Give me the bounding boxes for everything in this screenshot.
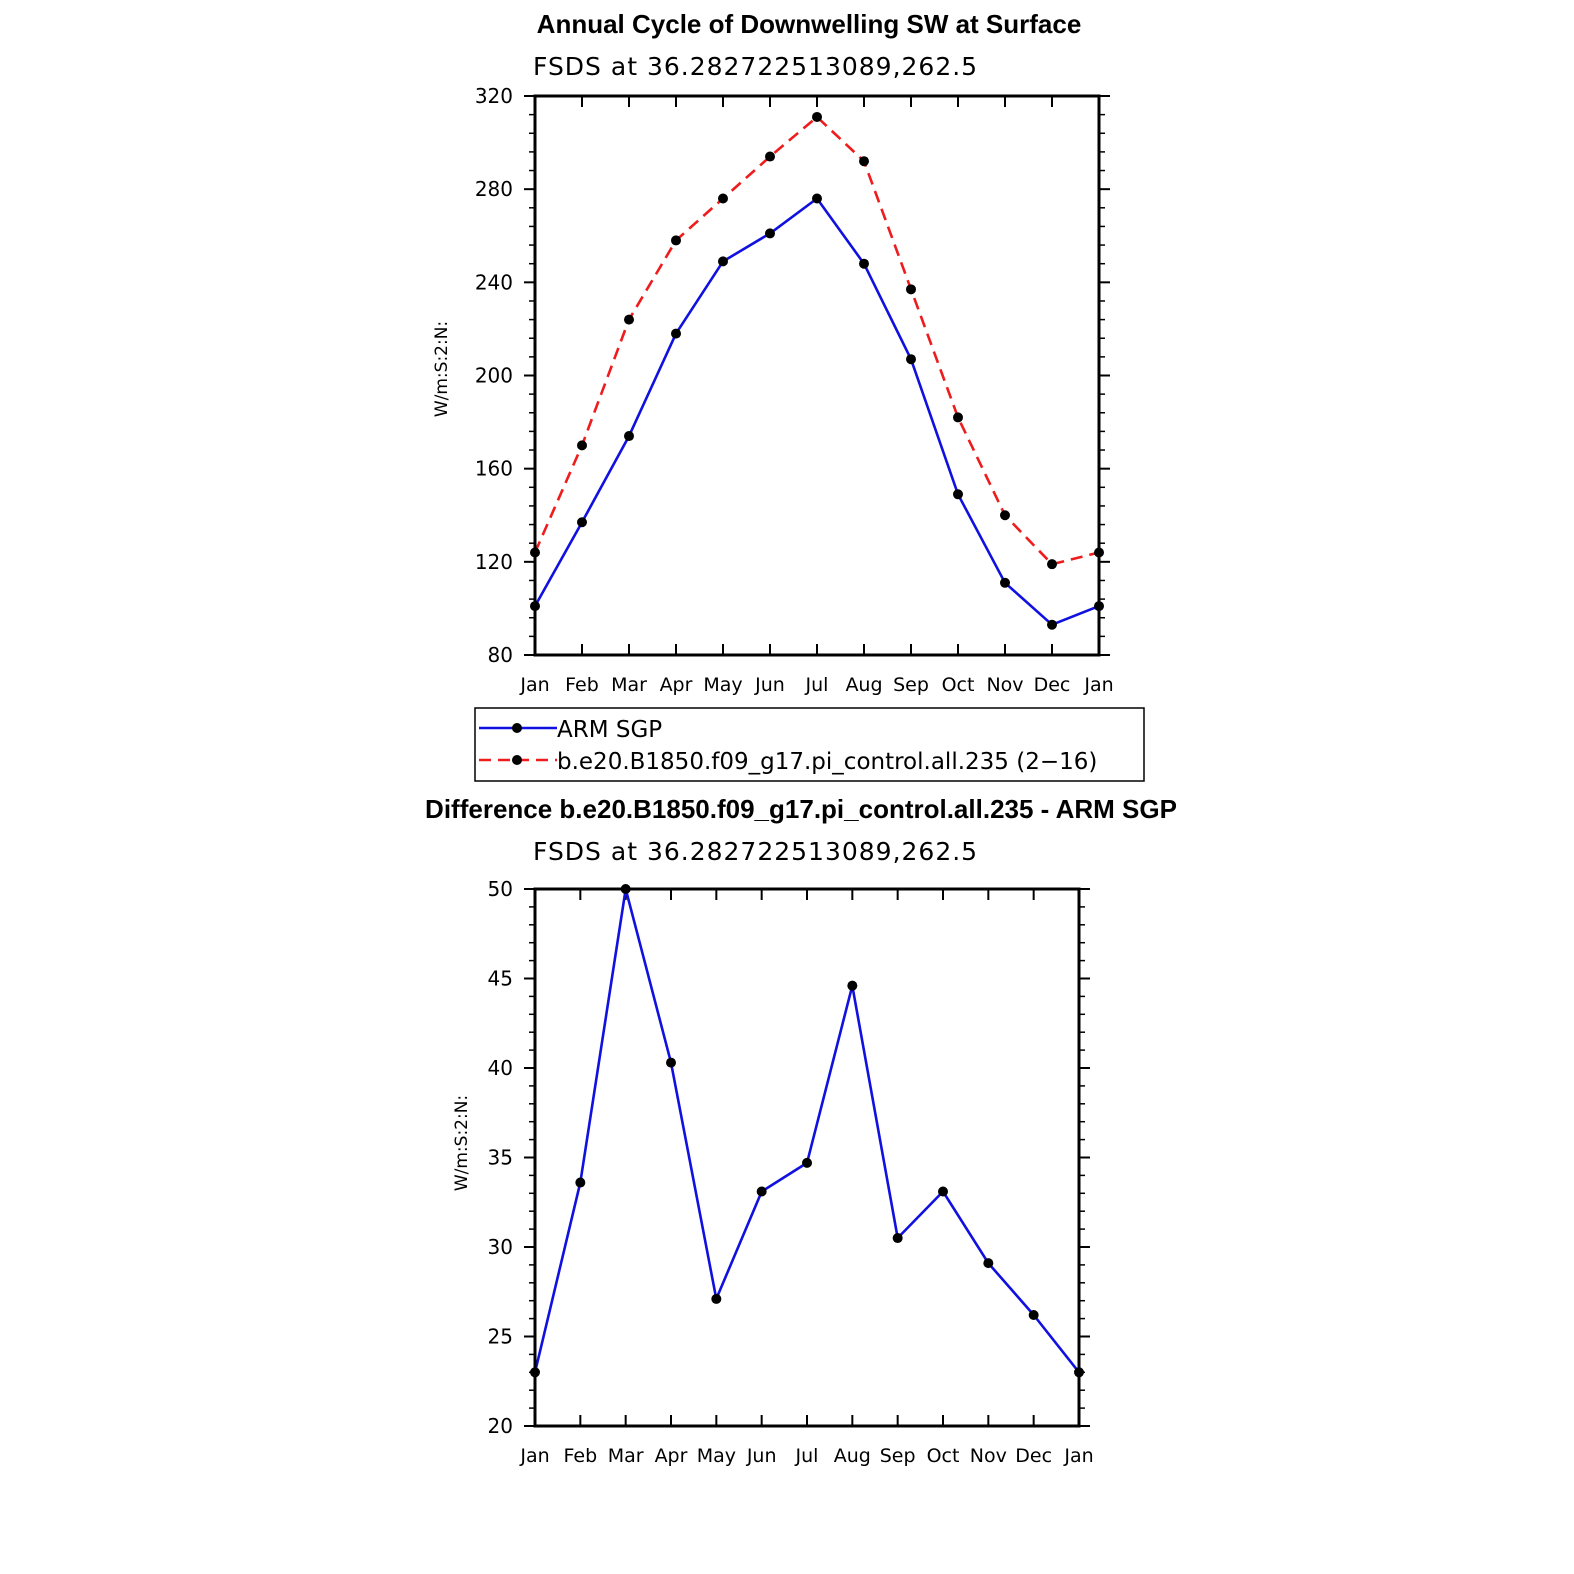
legend: ARM SGP b.e20.B1850.f09_g17.pi_control.a… — [474, 707, 1145, 782]
x-tick-label: Feb — [565, 674, 599, 696]
x-tick-label: May — [697, 1445, 736, 1467]
x-tick-label: Jun — [746, 1445, 777, 1467]
data-point — [624, 431, 634, 442]
y-tick-label: 240 — [475, 270, 513, 294]
x-tick-label: Nov — [986, 674, 1023, 696]
legend-swatch-marker — [512, 755, 522, 765]
legend-label: b.e20.B1850.f09_g17.pi_control.all.235 (… — [557, 749, 1097, 775]
data-point — [953, 489, 963, 500]
y-tick-label: 30 — [488, 1235, 513, 1259]
data-point — [765, 228, 775, 239]
data-point — [906, 354, 916, 365]
x-tick-label: Mar — [608, 1445, 644, 1467]
y-tick-label: 320 — [475, 84, 513, 108]
plot-frame — [533, 94, 1101, 657]
data-point — [718, 256, 728, 267]
plot-frame — [533, 887, 1081, 1428]
data-point — [1047, 619, 1057, 630]
legend-item-arm-sgp: ARM SGP — [479, 717, 662, 743]
x-tick-label: Apr — [660, 674, 693, 696]
y-tick-label: 120 — [475, 550, 513, 574]
legend-label: ARM SGP — [557, 717, 662, 743]
data-point — [1000, 510, 1010, 521]
y-tick-label: 35 — [488, 1146, 513, 1170]
chart-subtitle: FSDS at 36.282722513089,262.5 — [533, 52, 978, 81]
data-point — [983, 1258, 994, 1269]
x-tick-label: Nov — [970, 1445, 1007, 1467]
legend-item-model: b.e20.B1850.f09_g17.pi_control.all.235 (… — [479, 749, 1097, 775]
data-point — [906, 284, 916, 295]
data-point — [812, 193, 822, 204]
data-point — [802, 1157, 812, 1168]
difference-chart: Difference b.e20.B1850.f09_g17.pi_contro… — [425, 794, 1177, 1467]
x-tick-label: Aug — [834, 1445, 871, 1467]
data-point — [1000, 577, 1010, 588]
x-tick-label: Feb — [564, 1445, 598, 1467]
axis-ticks: Jan Feb Mar Apr May Jun Jul Aug Sep Oct Nov Dec Jan 8… — [475, 84, 1114, 696]
data-point — [765, 151, 775, 162]
data-point — [938, 1186, 948, 1197]
y-tick-label: 40 — [488, 1056, 513, 1080]
x-tick-label: Jul — [805, 674, 829, 696]
y-tick-label: 200 — [475, 364, 513, 388]
data-point — [859, 156, 869, 167]
y-tick-label: 50 — [488, 877, 513, 901]
data-point — [756, 1186, 767, 1197]
y-tick-label: 45 — [488, 967, 513, 991]
x-tick-label: Jan — [519, 674, 549, 696]
x-tick-label: Jan — [519, 1445, 549, 1467]
data-point — [812, 111, 822, 122]
legend-swatch-marker — [512, 723, 522, 733]
series-line-1 — [533, 115, 1100, 566]
data-point — [577, 517, 587, 528]
chart-subtitle: FSDS at 36.282722513089,262.5 — [533, 837, 978, 866]
data-point — [892, 1233, 903, 1244]
x-tick-label: Jan — [1063, 1445, 1093, 1467]
x-tick-label: Jul — [795, 1445, 819, 1467]
data-point — [1047, 559, 1057, 570]
y-tick-label: 80 — [488, 643, 513, 667]
x-tick-label: Jun — [754, 674, 785, 696]
x-tick-label: Sep — [880, 1445, 916, 1467]
series-layer — [530, 884, 1084, 1378]
x-tick-label: Oct — [942, 674, 975, 696]
data-point — [1028, 1310, 1039, 1321]
x-tick-label: Dec — [1034, 674, 1071, 696]
x-tick-label: Dec — [1015, 1445, 1052, 1467]
legend-box — [474, 707, 1145, 782]
data-point — [666, 1057, 676, 1068]
data-point — [711, 1293, 722, 1304]
data-point — [847, 980, 858, 991]
x-tick-label: Mar — [611, 674, 647, 696]
data-point — [718, 193, 728, 204]
x-tick-label: Sep — [893, 674, 929, 696]
data-point — [671, 328, 681, 339]
data-point — [953, 412, 963, 423]
x-tick-label: Jan — [1083, 674, 1113, 696]
data-point — [859, 258, 869, 269]
y-tick-label: 25 — [488, 1325, 513, 1349]
data-point — [575, 1177, 586, 1188]
data-point — [671, 235, 681, 246]
y-tick-label: 280 — [475, 177, 513, 201]
y-tick-label: 160 — [475, 457, 513, 481]
chart-title: Difference b.e20.B1850.f09_g17.pi_contro… — [425, 794, 1177, 824]
x-tick-label: Apr — [655, 1445, 688, 1467]
y-axis-label: W/m:S:2:N: — [432, 321, 452, 417]
series-line-0 — [533, 197, 1100, 627]
series-layer — [530, 111, 1104, 630]
x-tick-label: Oct — [927, 1445, 960, 1467]
annual-cycle-chart: Annual Cycle of Downwelling SW at Surfac… — [432, 9, 1145, 782]
x-tick-label: Aug — [845, 674, 882, 696]
y-axis-label: W/m:S:2:N: — [452, 1095, 472, 1191]
x-tick-label: May — [703, 674, 742, 696]
data-point — [577, 440, 587, 451]
data-point — [624, 314, 634, 325]
series-line-0 — [533, 887, 1081, 1374]
y-tick-label: 20 — [488, 1414, 513, 1438]
chart-title: Annual Cycle of Downwelling SW at Surfac… — [537, 9, 1082, 39]
